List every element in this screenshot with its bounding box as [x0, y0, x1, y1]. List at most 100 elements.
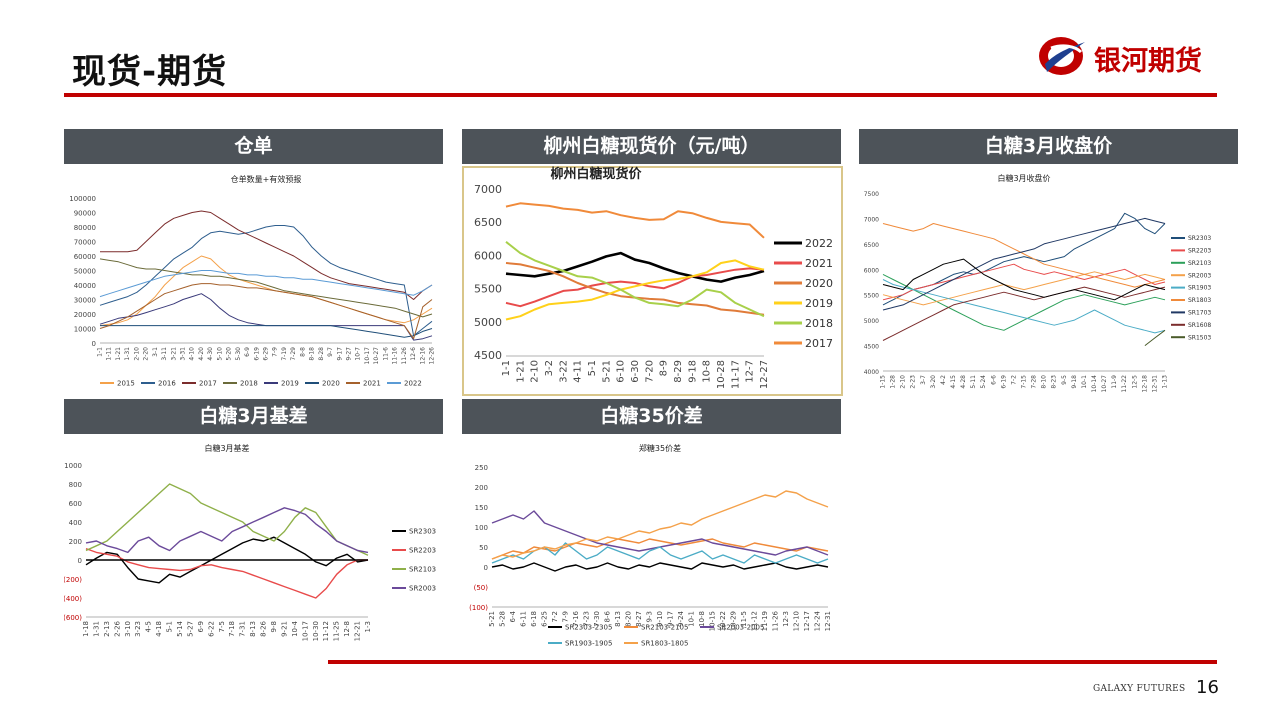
- x-tick-label: 1-31: [92, 621, 100, 637]
- x-tick-label: 3-31: [180, 347, 187, 361]
- legend-label: 2021: [363, 379, 381, 387]
- x-tick-label: 6-19: [1000, 375, 1007, 389]
- x-tick-label: 12-7: [745, 360, 756, 383]
- top-divider: [64, 93, 1217, 97]
- x-tick-label: 12-24: [814, 610, 822, 631]
- legend-label: SR2203: [409, 546, 436, 554]
- x-tick-label: 7-9: [562, 611, 570, 622]
- legend-label: 2015: [117, 379, 135, 387]
- y-tick-label: 150: [475, 504, 488, 512]
- x-tick-label: 12-17: [803, 611, 811, 631]
- x-tick-label: 4-28: [960, 375, 967, 389]
- x-tick-label: 8-6: [604, 610, 612, 622]
- x-tick-label: 4-15: [950, 375, 957, 389]
- x-tick-label: 6-6: [990, 375, 997, 385]
- legend-label: 2019: [805, 297, 833, 310]
- x-tick-label: 11-26: [401, 347, 408, 365]
- x-tick-label: 8-18: [309, 347, 316, 361]
- legend-label: SR1903: [1188, 285, 1211, 292]
- y-tick-label: (600): [64, 614, 82, 622]
- x-tick-label: 6-25: [541, 611, 549, 627]
- x-tick-label: 6-30: [630, 360, 641, 383]
- y-tick-label: 40000: [74, 282, 96, 290]
- x-tick-label: 1-31: [124, 347, 131, 361]
- x-tick-label: 10-22: [719, 611, 727, 631]
- x-tick-label: 11-26: [772, 610, 780, 631]
- series-line-2019: [505, 259, 765, 321]
- x-tick-label: 1-18: [82, 621, 90, 637]
- chart-title: 郑糖35价差: [639, 443, 681, 453]
- x-tick-label: 2-10: [133, 347, 140, 361]
- x-tick-label: 9-3: [646, 611, 654, 622]
- bottom-divider: [328, 660, 1217, 664]
- y-tick-label: 80000: [74, 224, 96, 232]
- y-tick-label: 5000: [474, 316, 502, 329]
- x-tick-label: 12-26: [429, 347, 436, 365]
- x-tick-label: 4-5: [145, 621, 153, 632]
- x-tick-label: 4-10: [189, 347, 196, 361]
- x-tick-label: 4-18: [155, 621, 163, 637]
- x-tick-label: 10-28: [716, 360, 727, 389]
- x-tick-label: 9-8: [270, 621, 278, 632]
- y-tick-label: 5500: [474, 283, 502, 296]
- x-tick-label: 10-4: [291, 620, 299, 636]
- chart-title: 白糖3月基差: [204, 443, 249, 453]
- y-tick-label: 20000: [74, 311, 96, 319]
- galaxy-logo-icon: [1039, 37, 1085, 75]
- x-tick-label: 8-28: [318, 347, 325, 361]
- x-tick-label: 5-21: [601, 360, 612, 383]
- y-tick-label: 250: [475, 464, 488, 472]
- series-line-SR2003: [882, 271, 1166, 306]
- series-line-SR2303-2305: [491, 562, 829, 572]
- x-tick-label: 2-23: [910, 375, 917, 389]
- x-tick-label: 1-15: [880, 375, 887, 389]
- x-tick-label: 8-9: [659, 360, 670, 376]
- x-tick-label: 7-31: [239, 621, 247, 637]
- x-tick-label: 12-31: [824, 611, 832, 631]
- y-tick-label: 5500: [864, 293, 879, 300]
- panel-header-liuzhou-spot: 柳州白糖现货价（元/吨）: [462, 129, 841, 164]
- x-tick-label: 5-1: [587, 360, 598, 376]
- x-tick-label: 10-8: [702, 360, 713, 383]
- x-tick-label: 10-7: [355, 347, 362, 361]
- x-tick-label: 12-21: [354, 621, 362, 641]
- x-tick-label: 6-11: [520, 611, 528, 627]
- series-line-2017: [505, 202, 765, 239]
- x-tick-label: 10-14: [1091, 375, 1098, 393]
- x-tick-label: 5-1: [166, 621, 174, 632]
- y-tick-label: 10000: [74, 326, 96, 334]
- x-tick-label: 12-8: [343, 621, 351, 637]
- brand-logo: 银河期货: [1037, 34, 1227, 78]
- series-line-SR1503: [1144, 329, 1166, 346]
- y-tick-label: 50000: [74, 268, 96, 276]
- legend-label: 2021: [805, 257, 833, 270]
- x-tick-label: 5-14: [176, 620, 184, 636]
- x-tick-label: 9-24: [677, 610, 685, 626]
- legend-label: 2016: [158, 379, 176, 387]
- legend-label: 2018: [805, 317, 833, 330]
- series-line-SR1608: [882, 286, 1166, 341]
- x-tick-label: 11-25: [333, 621, 341, 641]
- series-line-SR1803-1805: [491, 490, 829, 560]
- x-tick-label: 6-4: [509, 610, 517, 622]
- panel-header-march-close: 白糖3月收盘价: [859, 129, 1238, 164]
- x-tick-label: 7-9: [272, 347, 279, 357]
- x-tick-label: 1-13: [1162, 375, 1169, 389]
- x-tick-label: 12-5: [1131, 375, 1138, 389]
- series-line-SR2103-2105: [491, 538, 829, 560]
- series-line-SR2303: [85, 536, 369, 584]
- x-tick-label: 3-23: [134, 621, 142, 637]
- y-tick-label: 100: [475, 524, 488, 532]
- y-tick-label: 7500: [864, 191, 879, 198]
- y-tick-label: 1000: [64, 462, 82, 470]
- x-tick-label: 4-20: [198, 347, 205, 361]
- x-tick-label: 7-18: [228, 621, 236, 637]
- x-tick-label: 5-28: [499, 611, 507, 627]
- y-tick-label: 0: [92, 340, 96, 348]
- x-tick-label: 6-29: [263, 347, 270, 361]
- x-tick-label: 9-27: [346, 347, 353, 361]
- x-tick-label: 11-12: [322, 621, 330, 641]
- x-tick-label: 12-31: [1151, 375, 1158, 393]
- x-tick-label: 12-18: [1141, 375, 1148, 393]
- series-line-SR2003: [85, 507, 369, 554]
